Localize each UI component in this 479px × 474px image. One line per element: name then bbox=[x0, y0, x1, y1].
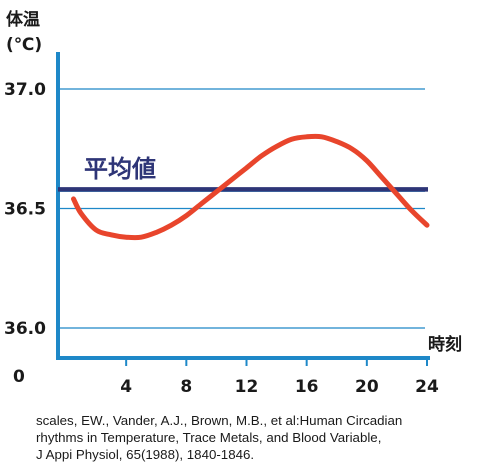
axes bbox=[56, 52, 430, 366]
x-tick-label: 12 bbox=[235, 377, 259, 397]
citation-line: J Appi Physiol, 65(1988), 1840-1846. bbox=[36, 447, 255, 462]
temperature-curve bbox=[71, 133, 430, 241]
x-tick-label: 20 bbox=[355, 377, 379, 397]
mean-label: 平均値 bbox=[84, 155, 156, 183]
x-tick-label: 8 bbox=[180, 377, 192, 397]
y-tick-label: 36.0 bbox=[4, 319, 46, 339]
citation: scales, EW., Vander, A.J., Brown, M.B., … bbox=[36, 412, 476, 463]
y-axis-unit: (℃) bbox=[6, 35, 42, 55]
x-tick-label: 24 bbox=[415, 377, 439, 397]
axis-labels: 体温 (℃) 時刻 0 平均値 37.0 36.5 36.0 4 8 12 16 20 24 bbox=[4, 9, 462, 397]
x-axis-title: 時刻 bbox=[428, 334, 462, 355]
temperature-chart: 体温 (℃) 時刻 0 平均値 37.0 36.5 36.0 4 8 12 16 20 24 bbox=[4, 9, 462, 397]
y-tick-label: 36.5 bbox=[4, 200, 46, 220]
y-tick-label: 37.0 bbox=[4, 80, 46, 100]
y-axis-title: 体温 bbox=[6, 9, 40, 30]
x-origin-label: 0 bbox=[13, 367, 25, 387]
citation-line: rhythms in Temperature, Trace Metals, an… bbox=[36, 430, 382, 445]
temperature-curve-group bbox=[71, 133, 430, 241]
x-tick-label: 16 bbox=[295, 377, 319, 397]
x-tick-label: 4 bbox=[120, 377, 132, 397]
grid-lines bbox=[58, 88, 425, 329]
citation-line: scales, EW., Vander, A.J., Brown, M.B., … bbox=[36, 413, 403, 428]
